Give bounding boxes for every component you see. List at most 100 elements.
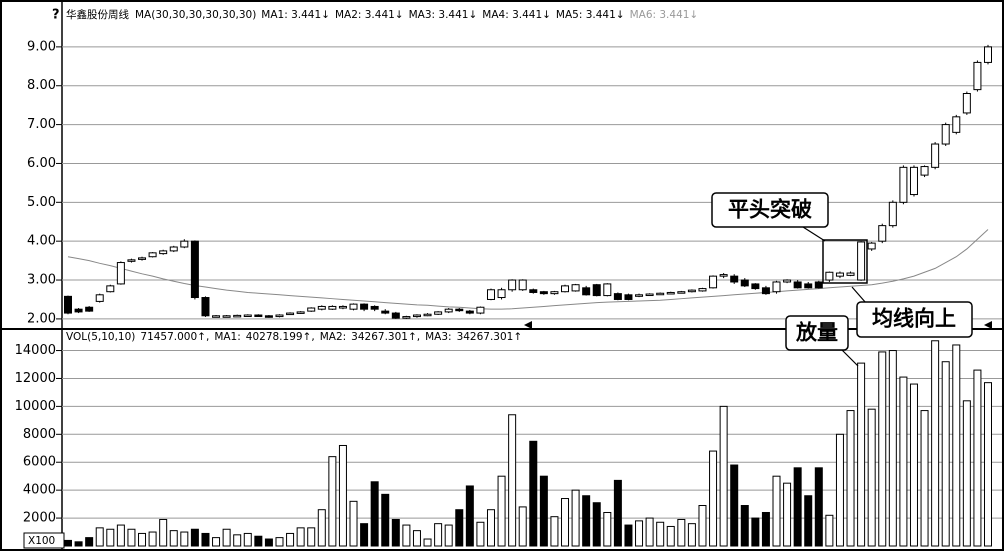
volume-bar: [455, 509, 464, 547]
candle-body: [317, 305, 326, 310]
candle-body: [444, 308, 453, 313]
volume-bar: [190, 528, 199, 547]
highlight-box: [822, 239, 868, 284]
volume-bar: [719, 405, 728, 547]
candle-body: [434, 311, 443, 315]
volume-bar: [687, 523, 696, 547]
candle-body: [561, 285, 570, 293]
volume-bar: [973, 369, 982, 547]
candle-body: [719, 274, 728, 277]
volume-bar: [360, 523, 369, 547]
candle-body: [603, 283, 612, 297]
volume-bar: [169, 530, 178, 547]
volume-bar: [677, 518, 686, 547]
y-tick-label: 8000: [23, 427, 56, 442]
candle-body: [825, 271, 834, 281]
volume-bar: [761, 511, 770, 547]
candle-body: [127, 259, 136, 262]
candle-body: [381, 310, 390, 314]
plot: 2.00 3.00 4.00 5.00 6.00 7.00 8.00 9.00 2000 4000…: [15, 39, 1002, 549]
volume-bar: [127, 528, 136, 547]
volume-bar: [666, 525, 675, 547]
volume-bar: [941, 361, 950, 547]
legend-item: MA2:: [320, 331, 346, 343]
volume-bar: [349, 500, 358, 547]
volume-bar: [730, 464, 739, 547]
legend-item: 34267.301↑,: [351, 331, 420, 343]
volume-bar: [264, 538, 273, 547]
candle-body: [709, 275, 718, 289]
candle-body: [772, 281, 781, 293]
volume-bar: [148, 531, 157, 547]
volume-header: VOL(5,10,10) 71457.000↑, MA1: 40278.199↑, MA…: [66, 331, 522, 343]
candle-body: [360, 303, 369, 310]
volume-bar: [328, 456, 337, 547]
volume-bar: [222, 528, 231, 547]
volume-bar: [85, 537, 94, 547]
candle-body: [804, 283, 813, 289]
y-tick-label: 3.00: [27, 273, 56, 288]
volume-bar: [106, 528, 115, 547]
candle-body: [243, 314, 252, 318]
candle-body: [793, 281, 802, 289]
price-header: 华鑫股份周线 MA(30,30,30,30,30,30) MA1: 3.441↓ MA…: [66, 8, 698, 21]
volume-bar: [561, 498, 570, 547]
candle-body: [508, 279, 517, 291]
candle-body: [613, 293, 622, 300]
candle-body: [888, 201, 897, 227]
volume-bar: [909, 383, 918, 547]
candle-body: [169, 246, 178, 252]
volume-bar: [370, 481, 379, 547]
candle-body: [751, 283, 760, 290]
callout-line: [802, 226, 826, 242]
candle-body: [423, 313, 432, 317]
volume-bar: [116, 524, 125, 547]
annotation: 均线向上: [872, 306, 956, 331]
y-tick-label: 4.00: [27, 234, 56, 249]
candle-body: [878, 225, 887, 242]
volume-bar: [444, 524, 453, 547]
volume-bar: [751, 517, 760, 547]
ma-line: [67, 229, 989, 310]
volume-bar: [867, 408, 876, 547]
candle-body: [201, 297, 210, 317]
volume-bar: [74, 541, 83, 547]
candle-body: [286, 312, 295, 316]
candle-body: [666, 291, 675, 295]
candle-body: [677, 291, 686, 294]
volume-bar: [740, 505, 749, 547]
legend-item: MA3:: [425, 331, 451, 343]
legend-item: 71457.000↑,: [140, 331, 209, 343]
volume-bar: [296, 527, 305, 547]
volume-bar: [783, 482, 792, 547]
y-tick-label: 6000: [23, 455, 56, 470]
volume-bar: [254, 535, 263, 547]
candle-body: [349, 303, 358, 310]
callout-box: [711, 192, 829, 228]
volume-bar: [529, 440, 538, 547]
candle-body: [539, 291, 548, 295]
volume-bar: [857, 362, 866, 547]
candle-body: [64, 295, 72, 314]
candle-body: [338, 305, 347, 309]
volume-bar: [402, 524, 411, 547]
volume-bar: [539, 475, 548, 547]
icon: ?: [52, 8, 60, 23]
legend-item: MA2: 3.441↓: [335, 9, 404, 21]
volume-bar: [709, 450, 718, 547]
candle-body: [645, 293, 654, 297]
candle-body: [412, 314, 421, 318]
annotation-group: 平头突破 均线向上 放量: [711, 192, 973, 367]
candle-body: [222, 315, 231, 318]
volume-bar: [159, 518, 168, 547]
candle-body: [846, 272, 855, 276]
unit-label-group: X100: [23, 532, 65, 549]
candle-body: [328, 305, 337, 310]
candle-body: [180, 240, 189, 248]
candle-body: [106, 285, 115, 293]
volume-bar: [412, 530, 421, 547]
volume-bar: [952, 344, 961, 547]
candle-body: [402, 316, 411, 319]
candle-body: [95, 294, 104, 302]
